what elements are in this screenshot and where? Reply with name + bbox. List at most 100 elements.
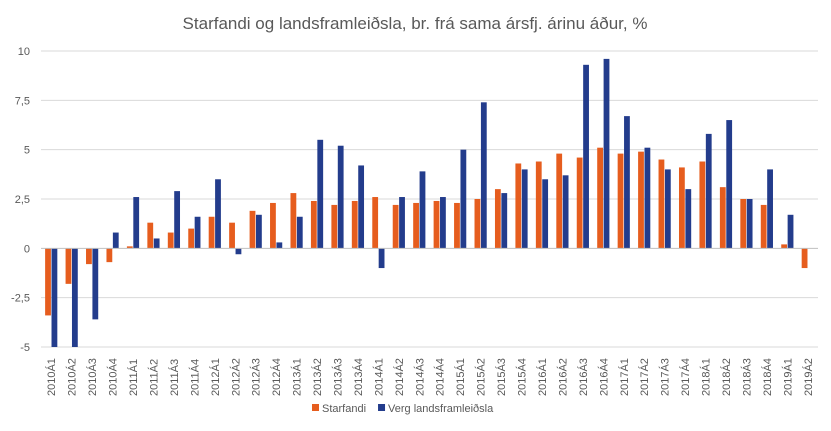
bar-starfandi xyxy=(556,153,563,249)
bar-starfandi xyxy=(576,157,583,249)
bar-verg-landsframleidsla xyxy=(112,232,119,249)
x-tick-label: 2011Á2 xyxy=(147,359,160,396)
bar-verg-landsframleidsla xyxy=(624,116,630,249)
chart-title: Starfandi og landsframleiðsla, br. frá s… xyxy=(183,14,648,33)
x-tick-label: 2014Á3 xyxy=(413,358,426,396)
bar-verg-landsframleidsla xyxy=(460,149,467,249)
x-tick-label: 2019Á1 xyxy=(781,358,794,396)
bar-starfandi xyxy=(392,204,399,249)
x-tick-label: 2015Á2 xyxy=(475,358,488,396)
bar-verg-landsframleidsla xyxy=(685,189,692,249)
bar-verg-landsframleidsla xyxy=(71,248,78,347)
bar-starfandi xyxy=(433,200,440,249)
bar-verg-landsframleidsla xyxy=(337,145,344,249)
x-tick-label: 2012Á3 xyxy=(250,358,263,396)
x-tick-label: 2010Á4 xyxy=(107,358,120,396)
y-tick-label: 7,5 xyxy=(15,95,30,107)
x-tick-label: 2012Á4 xyxy=(270,358,283,396)
bar-starfandi xyxy=(126,246,133,249)
bar-starfandi xyxy=(229,222,235,249)
x-tick-label: 2011Á4 xyxy=(188,359,201,396)
bar-starfandi xyxy=(454,202,460,249)
x-tick-label: 2013Á1 xyxy=(291,358,304,396)
bar-verg-landsframleidsla xyxy=(153,238,160,249)
x-tick-label: 2010Á2 xyxy=(66,358,79,396)
bar-verg-landsframleidsla xyxy=(787,214,794,249)
bar-verg-landsframleidsla xyxy=(92,248,99,320)
y-tick-label: -2,5 xyxy=(11,293,30,305)
legend: Starfandi Verg landsframleiðsla xyxy=(312,403,494,415)
bar-starfandi xyxy=(638,151,644,249)
bar-verg-landsframleidsla xyxy=(562,175,569,249)
bar-starfandi xyxy=(45,248,51,316)
y-tick-label: 10 xyxy=(18,46,30,58)
bar-starfandi xyxy=(535,161,542,249)
bar-verg-landsframleidsla xyxy=(174,191,181,249)
x-tick-label: 2017Á2 xyxy=(638,358,651,396)
x-tick-label: 2014Á1 xyxy=(372,358,385,396)
bar-verg-landsframleidsla xyxy=(276,242,283,249)
bar-verg-landsframleidsla xyxy=(235,248,242,255)
bar-verg-landsframleidsla xyxy=(256,214,262,249)
bar-starfandi xyxy=(270,202,276,249)
x-tick-label: 2010Á1 xyxy=(45,358,58,396)
bar-starfandi xyxy=(658,159,665,249)
bar-starfandi xyxy=(372,197,379,249)
bar-starfandi xyxy=(699,161,706,249)
bar-starfandi xyxy=(188,228,195,249)
bar-starfandi xyxy=(515,163,522,249)
bar-verg-landsframleidsla xyxy=(705,133,712,249)
bar-starfandi xyxy=(147,222,154,249)
bar-verg-landsframleidsla xyxy=(317,139,324,249)
y-tick-label: 5 xyxy=(24,145,30,157)
bar-starfandi xyxy=(474,199,481,249)
bar-verg-landsframleidsla xyxy=(664,169,671,249)
legend-label: Starfandi xyxy=(322,403,366,415)
bar-starfandi xyxy=(678,167,685,249)
bar-verg-landsframleidsla xyxy=(746,199,753,249)
bar-starfandi xyxy=(760,204,767,249)
x-tick-label: 2015Á3 xyxy=(495,358,508,396)
bar-starfandi xyxy=(617,153,624,249)
gridlines xyxy=(41,50,818,348)
x-tick-label: 2018Á2 xyxy=(720,358,733,396)
bar-starfandi xyxy=(781,244,788,249)
legend-swatch xyxy=(378,404,386,411)
x-tick-label: 2010Á3 xyxy=(86,358,99,396)
x-tick-label: 2017Á1 xyxy=(618,358,631,396)
x-tick-label: 2014Á4 xyxy=(434,358,447,396)
bar-verg-landsframleidsla xyxy=(419,171,426,249)
x-tick-label: 2012Á2 xyxy=(229,358,242,396)
x-tick-label: 2014Á2 xyxy=(393,358,406,396)
bar-verg-landsframleidsla xyxy=(378,248,385,269)
x-tick-label: 2017Á3 xyxy=(659,358,672,396)
x-tick-label: 2019Á2 xyxy=(802,358,815,396)
y-tick-label: 2,5 xyxy=(15,194,30,206)
x-tick-label: 2016Á4 xyxy=(597,358,610,396)
bar-starfandi xyxy=(494,189,501,249)
bar-starfandi xyxy=(106,248,113,263)
x-tick-label: 2013Á3 xyxy=(331,358,344,396)
x-tick-label: 2012Á1 xyxy=(209,358,222,396)
bar-starfandi xyxy=(86,248,92,265)
x-tick-label: 2013Á2 xyxy=(311,358,324,396)
bar-verg-landsframleidsla xyxy=(399,197,405,249)
bar-starfandi xyxy=(310,200,317,249)
bar-verg-landsframleidsla xyxy=(521,169,528,249)
x-tick-label: 2013Á4 xyxy=(352,358,365,396)
bar-starfandi xyxy=(597,147,603,249)
x-tick-label: 2018Á4 xyxy=(761,358,774,396)
y-axis-ticks: 10 7,5 5 2,5 0 -2,5 -5 xyxy=(11,46,30,354)
bar-starfandi xyxy=(801,248,808,269)
x-tick-label: 2016Á3 xyxy=(577,358,590,396)
bar-starfandi xyxy=(290,193,297,249)
bar-verg-landsframleidsla xyxy=(215,179,221,249)
bar-verg-landsframleidsla xyxy=(542,179,549,249)
y-tick-label: -5 xyxy=(20,342,30,354)
x-tick-label: 2015Á1 xyxy=(454,358,467,396)
bar-verg-landsframleidsla xyxy=(440,197,446,249)
bar-starfandi xyxy=(208,216,215,249)
bar-verg-landsframleidsla xyxy=(194,216,201,249)
bar-starfandi xyxy=(351,200,358,249)
